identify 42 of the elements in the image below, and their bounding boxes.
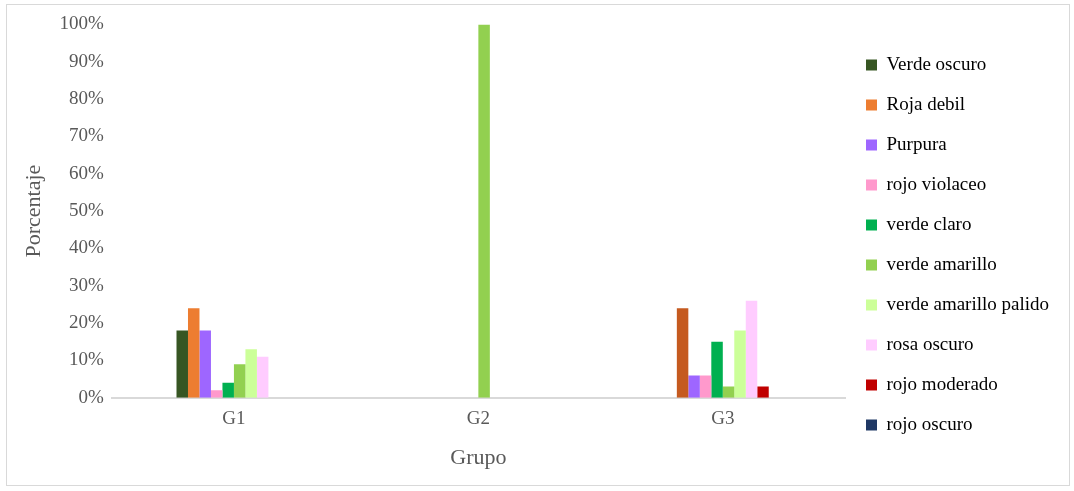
bar — [711, 341, 723, 398]
bar — [757, 386, 769, 398]
legend-label: verde amarillo — [886, 252, 997, 274]
y-tick-label: 70% — [68, 124, 104, 146]
legend-label: rojo oscuro — [886, 412, 973, 434]
legend-label: rosa oscuro — [886, 332, 974, 354]
y-tick-label: 20% — [68, 311, 104, 333]
x-tick-label: G1 — [222, 407, 246, 429]
bar — [676, 308, 689, 398]
bar — [478, 24, 490, 398]
x-tick-label: G3 — [711, 407, 735, 429]
bar — [699, 375, 712, 398]
y-tick-label: 0% — [78, 385, 104, 407]
bar — [256, 356, 269, 398]
legend-label: rojo violaceo — [886, 172, 987, 194]
legend-label: Purpura — [886, 132, 948, 154]
y-axis-title: Porcentaje — [19, 164, 45, 258]
x-tick-label: G2 — [466, 407, 490, 429]
bar — [222, 382, 234, 398]
bar — [233, 364, 246, 398]
y-tick-label: 30% — [68, 273, 104, 295]
legend-label: rojo moderado — [886, 372, 998, 394]
y-tick-label: 60% — [68, 161, 104, 183]
y-tick-label: 40% — [68, 236, 104, 258]
bar — [734, 330, 746, 398]
y-tick-label: 90% — [68, 49, 104, 71]
y-tick-label: 80% — [68, 87, 104, 109]
legend-label: Verde oscuro — [886, 52, 987, 74]
bar — [745, 300, 758, 398]
bar — [210, 390, 223, 398]
bar — [688, 375, 700, 398]
x-axis-title: Grupo — [450, 443, 507, 469]
y-tick-label: 100% — [59, 12, 104, 34]
y-tick-label: 10% — [68, 348, 104, 370]
legend-label: Roja debil — [886, 92, 966, 114]
bar — [176, 330, 188, 398]
bar — [245, 349, 257, 398]
bar — [199, 330, 211, 398]
legend-label: verde amarillo palido — [886, 292, 1050, 314]
legend-label: verde claro — [886, 212, 972, 234]
y-tick-label: 50% — [68, 199, 104, 221]
bar — [187, 308, 200, 398]
